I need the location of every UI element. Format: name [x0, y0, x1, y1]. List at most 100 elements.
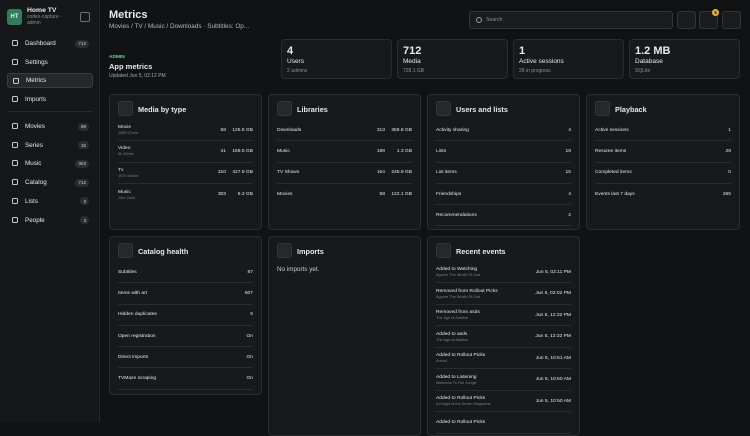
row-value: 169.5 GB — [232, 148, 253, 154]
stat-label: Users — [287, 58, 304, 65]
row-label-text: Recommendations — [436, 212, 477, 218]
nav-item[interactable]: People 3 — [7, 213, 93, 228]
event-row: Added to Rollout Picks — [436, 413, 571, 434]
nav-item[interactable]: Music 303 — [7, 156, 93, 171]
metric-row: Recommendations 2 — [436, 205, 571, 227]
collapse-button[interactable] — [80, 12, 90, 22]
row-label: Recommendations — [436, 213, 477, 218]
nav-item[interactable]: Metrics — [7, 73, 93, 89]
fullscreen-button[interactable] — [677, 11, 696, 29]
row-value: 265 — [722, 192, 731, 198]
row-label: Open registration — [118, 334, 156, 339]
event-time: Jun 5, 10:50 AM — [535, 398, 571, 404]
nav-item[interactable]: Series 15 — [7, 138, 93, 153]
event-title: Added to Rollout Picks — [436, 396, 486, 402]
search-icon — [476, 17, 482, 23]
row-value: 189 — [376, 148, 385, 154]
row-label-text: Movies — [277, 192, 293, 198]
nav-label: People — [25, 216, 45, 224]
nav-label: Catalog — [25, 179, 47, 187]
nav-item[interactable]: Dashboard 712 — [7, 36, 93, 51]
stat-note: 728.1 GB — [403, 68, 425, 74]
nav-label: Imports — [25, 96, 46, 104]
row-value: 358.8 GB — [391, 127, 412, 133]
event-title: Added to Watching — [436, 267, 478, 273]
nav-item[interactable]: Movies 99 — [7, 119, 93, 134]
row-value: On — [246, 333, 253, 339]
nav-item[interactable]: Lists 3 — [7, 194, 93, 209]
event-text: Added to Watching Aguirre The Wrath Of Go… — [436, 267, 480, 277]
stat-card: 1.2 MB Database SQLite — [629, 39, 740, 79]
row-label: List items — [436, 170, 457, 175]
row-label: Movies — [277, 192, 293, 197]
nav-item[interactable]: Imports — [7, 92, 93, 107]
metric-row: Music 189 1.3 GB — [277, 141, 412, 163]
panel-icon — [118, 101, 133, 116]
event-title: Added to Rollout Picks — [436, 420, 486, 426]
nav-count: 712 — [75, 178, 89, 187]
metric-row: Resume items 28 — [595, 141, 731, 163]
nav-icon — [12, 58, 18, 65]
row-label-text: Movie — [118, 125, 132, 131]
row-label-text: TVMaze scraping — [118, 376, 157, 382]
row-label-text: List items — [436, 170, 457, 176]
row-label-text: Open registration — [118, 333, 156, 339]
row-value: 2 — [568, 212, 571, 218]
nav-icon — [12, 197, 18, 204]
row-label-text: Activity sharing — [436, 127, 469, 133]
panel-title: Users and lists — [456, 105, 508, 114]
stat-value: 4 — [287, 45, 294, 57]
row-label: Video 9h 32min — [118, 146, 134, 156]
divider — [7, 111, 93, 112]
nav-icon — [12, 96, 18, 103]
panel: Imports No imports yet. — [268, 236, 421, 436]
nav-item[interactable]: Catalog 712 — [7, 175, 93, 190]
page-title: Metrics — [109, 9, 148, 21]
event-row: Removed from Rollout Picks Aguirre The Wr… — [436, 284, 571, 305]
workspace-name: Home TV — [27, 7, 57, 14]
event-text: Added to Rollout Picks Arrival — [436, 353, 485, 363]
row-label-text: Items with art — [118, 290, 148, 296]
row-label: Completed items — [595, 170, 632, 175]
metric-row: Video 9h 32min 41 169.5 GB — [118, 141, 253, 163]
nav-icon — [12, 216, 18, 223]
metric-row: Active sessions 1 — [595, 120, 731, 142]
row-value: 122.1 GB — [391, 192, 412, 198]
logout-button[interactable] — [722, 11, 741, 29]
row-label-text: Tv — [118, 167, 124, 173]
stat-value: 712 — [403, 45, 422, 57]
row-value: 303 — [217, 192, 226, 198]
search-placeholder: Search — [486, 17, 503, 23]
event-time: Jun 5, 10:50 AM — [535, 377, 571, 383]
row-label-text: Completed items — [595, 170, 632, 176]
event-time: Jun 5, 02:11 PM — [535, 269, 571, 275]
row-label: Subtitles — [118, 270, 137, 275]
nav-count: 3 — [80, 197, 89, 206]
panel-title: Media by type — [138, 105, 187, 114]
event-time: Jun 5, 12:32 PM — [535, 334, 571, 340]
panel-title: Catalog health — [138, 247, 189, 256]
event-item: Welcome To The Jungle — [436, 380, 477, 385]
nav-label: Music — [25, 160, 42, 168]
row-value: 4 — [568, 127, 571, 133]
notification-badge: 5 — [712, 9, 719, 16]
stat-card: 1 Active sessions 28 in progress — [513, 39, 624, 79]
row-value: 15 — [565, 170, 571, 176]
nav-label: Series — [25, 141, 43, 149]
search-box[interactable]: Search — [469, 11, 673, 29]
nav-count: 3 — [80, 216, 89, 224]
app: HT Home TV codex-capture · admin Dashboa… — [7, 0, 741, 436]
row-label: Music — [277, 149, 290, 154]
nav-count: 303 — [75, 159, 89, 168]
row-value: 125.5 GB — [232, 127, 253, 133]
row-value: 154 — [376, 170, 385, 176]
nav-item[interactable]: Settings — [7, 55, 93, 70]
metric-row: Activity sharing 4 — [436, 120, 571, 142]
stat-label: Active sessions — [519, 58, 564, 65]
row-value: 1 — [728, 127, 731, 133]
row-sublabel: 107h 54min — [118, 173, 138, 178]
row-value: 245.9 GB — [391, 170, 412, 176]
nav-label: Lists — [25, 197, 38, 205]
stat-label: Database — [635, 58, 663, 65]
event-item: The Age of Adaline — [436, 316, 468, 321]
